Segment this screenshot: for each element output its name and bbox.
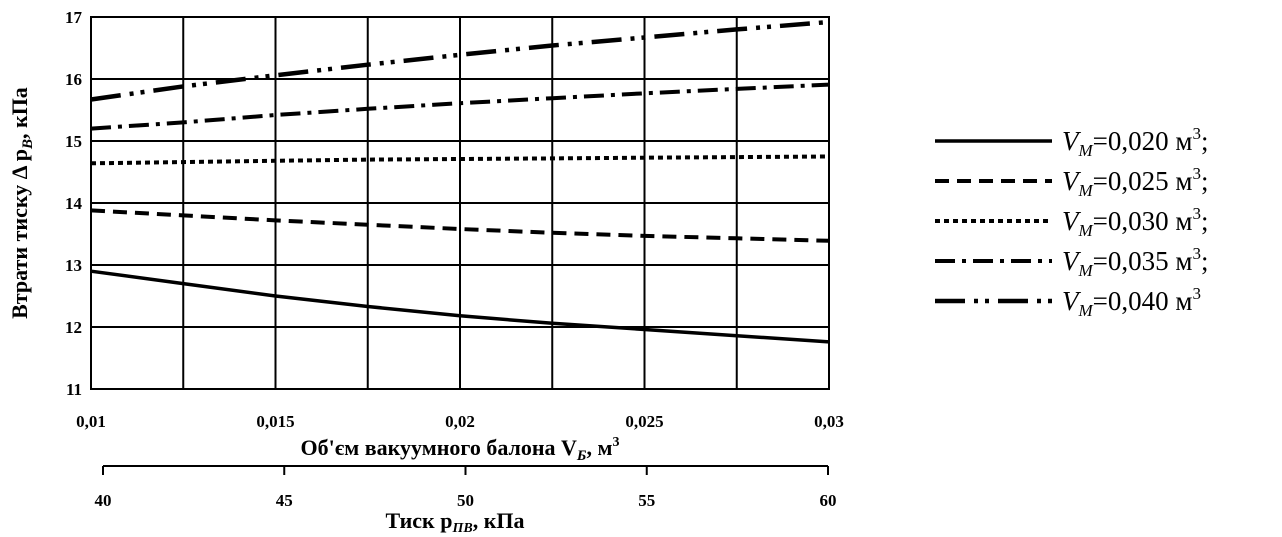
legend-label: VM=0,020 м3; <box>1062 124 1209 160</box>
series-line-1 <box>90 269 830 344</box>
x2-tick-label: 45 <box>276 491 293 510</box>
plot-frame <box>90 16 830 390</box>
x-tick-label: 0,015 <box>256 412 294 431</box>
legend-label: VM=0,025 м3; <box>1062 164 1209 200</box>
x-tick-label: 0,03 <box>814 412 844 431</box>
x-axis-title: Об'єм вакуумного балона VБ, м3 <box>301 435 620 464</box>
y-tick-labels: 11 12 13 14 15 16 17 <box>65 8 83 399</box>
y-axis-title: Втрати тиску Δ pB, кПа <box>7 87 36 319</box>
x2-axis-ticks: 40 45 50 55 60 <box>95 466 837 510</box>
x-tick-labels: 0,01 0,015 0,02 0,025 0,03 <box>76 412 844 431</box>
y-tick-label: 15 <box>65 132 82 151</box>
legend: VM=0,020 м3; VM=0,025 м3; VM=0,030 м3; VM=0… <box>935 124 1209 320</box>
legend-label: VM=0,030 м3; <box>1062 204 1209 240</box>
x2-tick-label: 40 <box>95 491 112 510</box>
y-tick-label: 14 <box>65 194 83 213</box>
x2-tick-label: 60 <box>820 491 837 510</box>
y-tick-label: 12 <box>65 318 82 337</box>
y-tick-label: 16 <box>65 70 82 89</box>
series-lines <box>90 19 830 344</box>
grid-lines <box>91 16 829 390</box>
x-tick-label: 0,01 <box>76 412 106 431</box>
x2-tick-label: 55 <box>638 491 655 510</box>
y-tick-label: 11 <box>66 380 82 399</box>
series-line-4 <box>90 82 830 131</box>
series-line-3 <box>90 154 830 166</box>
legend-label: VM=0,040 м3 <box>1062 284 1201 320</box>
x-tick-label: 0,025 <box>625 412 663 431</box>
series-line-2 <box>90 208 830 243</box>
y-tick-label: 13 <box>65 256 82 275</box>
x2-axis-title: Тиск pПВ, кПа <box>385 508 524 536</box>
x2-tick-label: 50 <box>457 491 474 510</box>
x-tick-label: 0,02 <box>445 412 475 431</box>
legend-label: VM=0,035 м3; <box>1062 244 1209 280</box>
series-line-5 <box>90 19 830 102</box>
y-tick-label: 17 <box>65 8 83 27</box>
